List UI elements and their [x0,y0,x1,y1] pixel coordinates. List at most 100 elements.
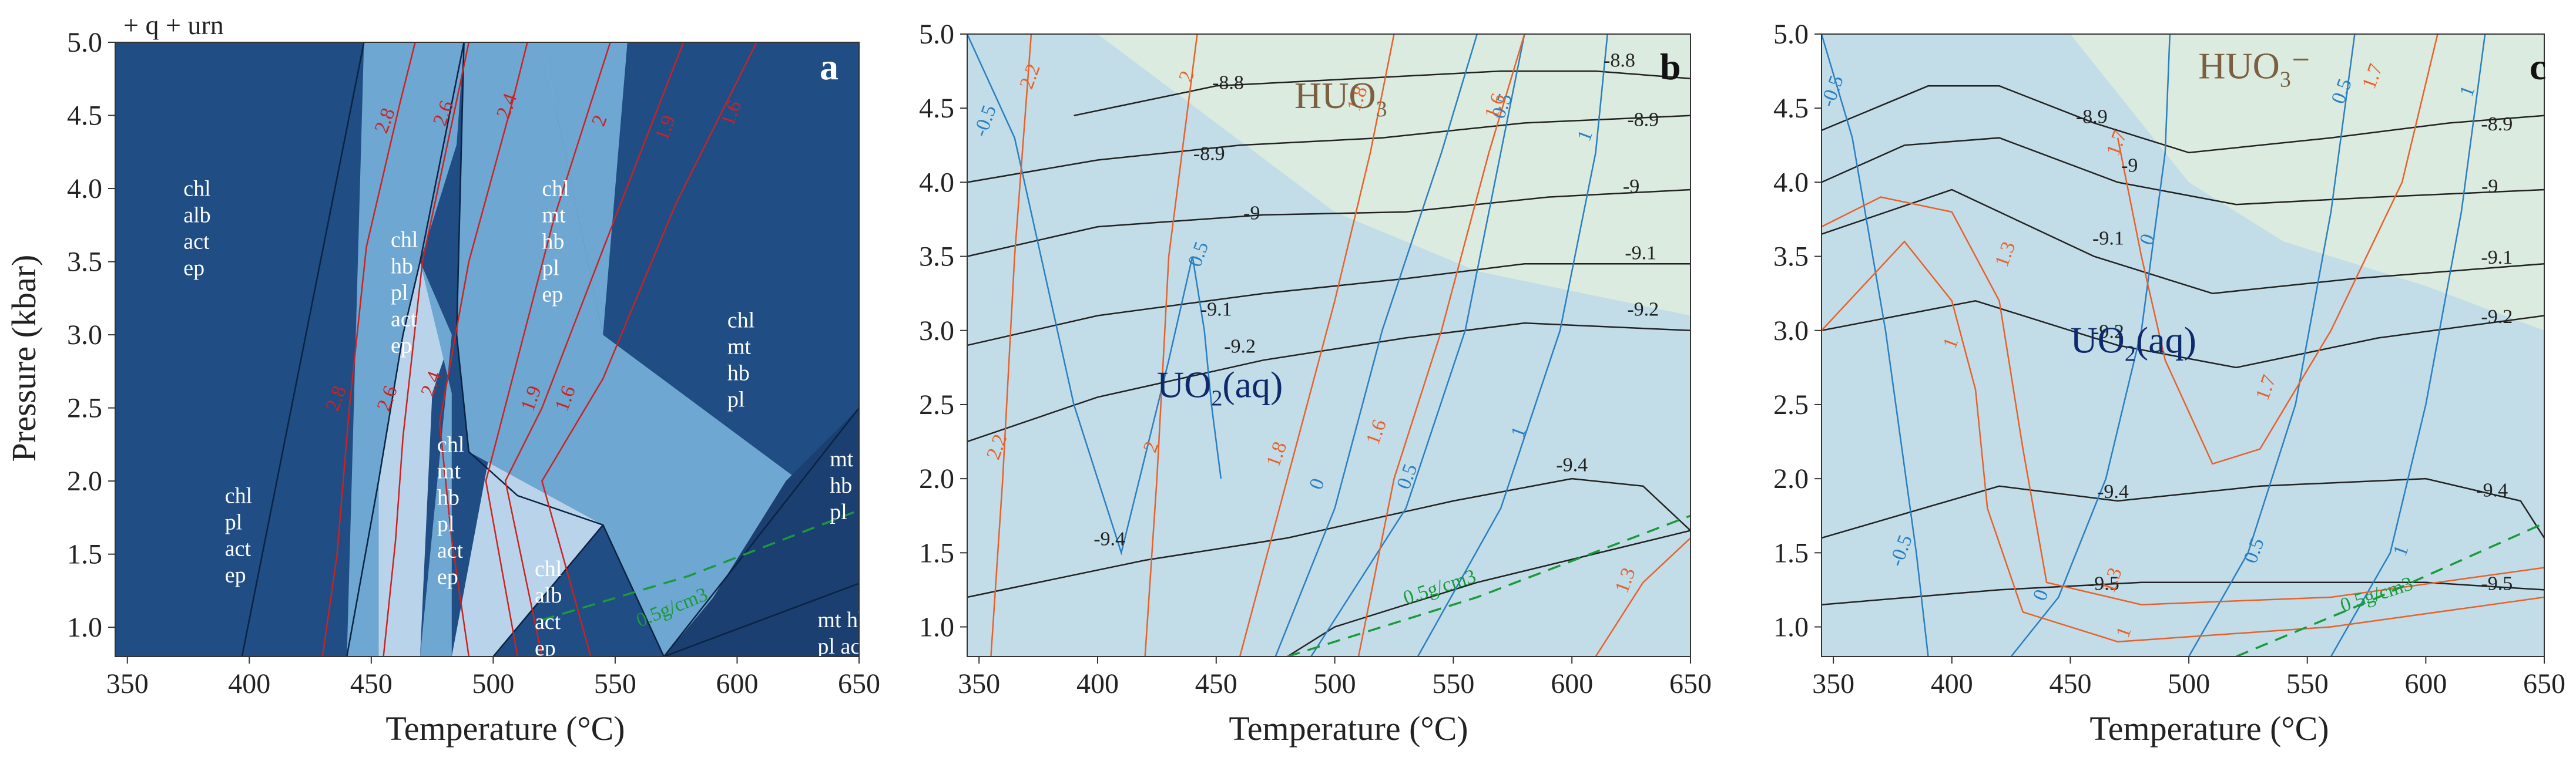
x-tick-label: 400 [1931,668,1973,699]
panel-c-x-axis-label: Temperature (°C) [2089,709,2329,748]
phase-boundary-5 [663,583,859,657]
log-contour--9 [967,189,1690,257]
x-tick-label: 350 [1812,668,1854,699]
contour-2.4 [438,42,528,657]
panel-c-plot-area: 0.5g/cm3-8.9 -8.9-9-9-9.1-9.1-9.2-9.2-9.4… [1822,34,2544,657]
assemblage-label-4: chl pl act ep [225,484,252,588]
stability-field-7 [603,42,859,525]
x-tick-label: 450 [350,668,393,699]
log-contour--9.2 [967,322,1690,443]
log-contour--9.5 [1822,581,2544,605]
x-tick-label: 450 [1195,668,1237,699]
phase-boundary-0 [241,42,365,657]
panel-b-letter: b [1660,46,1681,87]
stability-field-2 [347,42,464,657]
density-isoline [541,509,859,621]
log-contour--9.4 [1822,477,2544,539]
y-tick-label: 2.0 [919,463,954,494]
plot-frame [115,42,860,657]
assemblage-label-6: chl alb act ep [535,557,562,661]
y-tick-label: 2.0 [1773,463,1809,494]
x-tick-label: 600 [1551,668,1593,699]
x-tick-label: 450 [2049,668,2091,699]
log-contour--9.2 [1822,300,2544,369]
phase-boundary-4 [663,407,859,657]
panel-b-x-axis-label: Temperature (°C) [1229,709,1468,748]
y-tick-label: 1.0 [1773,612,1809,643]
y-tick-label: 4.5 [1773,93,1809,124]
contour-1.6 [541,42,757,657]
x-tick-label: 550 [2286,668,2329,699]
contour-2.6 [383,42,470,657]
assemblage-label-5: chl mt hb pl act ep [437,432,464,589]
y-tick-label: 1.0 [67,612,102,643]
assemblage-label-8: mt hb pl act [817,608,869,659]
y-tick-label: 2.0 [67,466,102,497]
panel-a-header: + q + urn [123,10,224,40]
x-tick-label: 650 [2523,668,2565,699]
phase-boundary-2 [455,42,665,657]
x-tick-label: 600 [716,668,758,699]
huo3-field [2070,34,2544,331]
contour-label: -9.2 [2481,306,2513,328]
phase-boundary-3 [492,524,604,657]
contour-label: -9.4 [2476,479,2508,501]
contour-label: -9.2 [2092,321,2124,342]
x-tick-label: 350 [106,668,149,699]
panel-c-letter: c [2530,46,2546,87]
assemblage-label-1: chl hb pl act ep [391,228,418,358]
log-contour--8.9 [1822,85,2544,154]
contour-label: -9.2 [1627,299,1659,321]
y-tick-label: 1.5 [67,539,102,570]
y-tick-label: 2.5 [1773,389,1809,420]
y-tick-label: 1.5 [1773,537,1809,568]
contour-label: -9.4 [1556,455,1588,476]
x-tick-label: 550 [594,668,636,699]
log-contour--9 [1822,137,2544,206]
y-tick-label: 3.5 [1773,241,1809,272]
x-tick-label: 500 [1314,668,1356,699]
panel-c: 0.5g/cm3-8.9 -8.9-9-9-9.1-9.1-9.2-9.2-9.4… [1773,19,2565,748]
y-tick-label: 1.5 [919,537,954,568]
plot-frame [967,33,1691,657]
contour-label: -9.4 [1094,529,1125,550]
huo3-field-label: HUO3 [1294,75,1387,122]
y-tick-label: 4.5 [67,100,102,132]
y-tick-label: 5.0 [67,27,102,58]
orange-contour-1.3 [1822,196,2544,605]
y-tick-label: 5.0 [1773,19,1809,50]
contour-label: -9.1 [1625,243,1656,264]
y-tick-label: 3.0 [919,315,954,346]
orange-contour-1.6 [1357,34,1525,657]
contour-label: -8.9 [1627,109,1659,130]
panel-b-axes: 350 400 450 500 550 600 650 1.0 1.5 2.0 2.5 3.0 3.5 4… [919,19,1712,699]
assemblage-label-0: chl alb act ep [183,177,210,281]
contour-1.9 [504,42,685,657]
density-isoline [2236,522,2544,657]
y-tick-label: 3.0 [1773,315,1809,346]
log-contour--8.8 [1074,70,1690,117]
uo2-field-label: UO2(aq) [2070,319,2196,366]
log-contour--9.1 [967,262,1690,346]
contour-label: -9.2 [1224,336,1256,358]
y-tick-label: 1.0 [919,612,954,643]
plot-frame [1821,33,2545,657]
x-tick-label: 500 [472,668,514,699]
y-tick-label: 2.5 [67,393,102,424]
contour-2 [485,42,611,657]
panel-a-letter: a [820,46,838,87]
orange-contour-1.8 [1239,34,1395,657]
blue-contour-0 [1274,34,1478,657]
y-tick-label: 3.0 [67,319,102,351]
y-tick-label: 5.0 [919,19,954,50]
assemblage-label-2: chl mt hb pl ep [542,177,569,307]
phase-boundary-1 [346,42,465,657]
orange-contour-2 [1144,34,1198,657]
x-tick-label: 500 [2168,668,2210,699]
blue-contour-0.5 [1310,34,1525,657]
x-tick-label: 650 [1669,668,1712,699]
blue-contour--0.5 [967,34,1193,556]
contour-label: -9 [1243,202,1260,224]
